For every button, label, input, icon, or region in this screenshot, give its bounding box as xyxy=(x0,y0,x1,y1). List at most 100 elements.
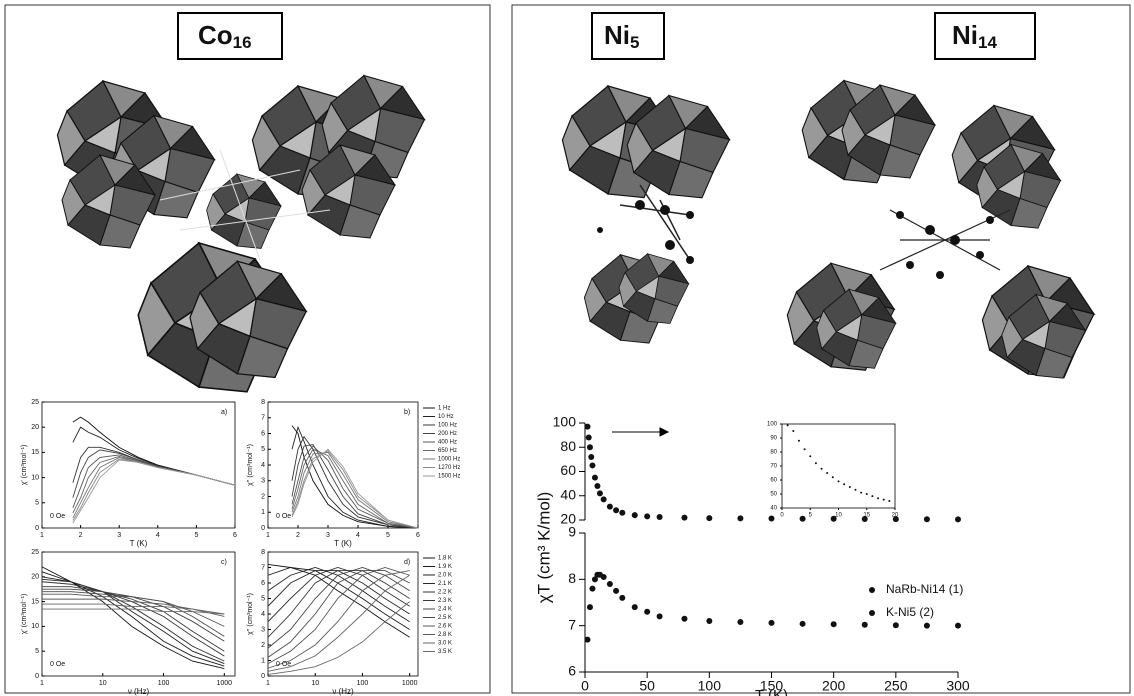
y-tick-label: 7 xyxy=(261,564,265,571)
data-point xyxy=(843,483,845,485)
y-tick-label: 5 xyxy=(35,500,39,507)
data-point xyxy=(589,462,595,468)
panel-label: c) xyxy=(221,559,227,566)
inset-frame xyxy=(782,424,895,508)
x-tick-label: 250 xyxy=(884,678,908,694)
series-line xyxy=(268,571,410,638)
y-tick-label: 0 xyxy=(261,673,265,680)
y-axis-label: χ' (cm³mol⁻¹) xyxy=(21,594,28,635)
data-point xyxy=(737,515,743,521)
data-point xyxy=(924,516,930,522)
x-tick-label: 1 xyxy=(40,680,44,687)
data-point xyxy=(657,514,663,520)
y-tick-label: 7 xyxy=(261,415,265,422)
x-tick-label: 3 xyxy=(326,532,330,539)
y-tick-label: 60 xyxy=(560,462,576,478)
series-line xyxy=(292,445,418,528)
data-point xyxy=(586,435,592,441)
data-point xyxy=(706,618,712,624)
data-point xyxy=(587,444,593,450)
legend-label: 1000 Hz xyxy=(438,457,460,463)
y-tick-label: 10 xyxy=(31,623,39,630)
inset-arrow xyxy=(612,428,668,436)
x-tick-label: 100 xyxy=(698,678,722,694)
x-tick-label: 1000 xyxy=(217,680,233,687)
data-point xyxy=(888,500,890,502)
y-tick-label: 25 xyxy=(31,399,39,406)
data-point xyxy=(619,510,625,516)
y-tick-label: 5 xyxy=(261,446,265,453)
legend-label: 2.8 K xyxy=(438,632,452,638)
y-tick-label: 9 xyxy=(568,524,576,540)
data-point xyxy=(601,496,607,502)
x-tick-label: 10 xyxy=(311,680,319,687)
x-tick-label: 6 xyxy=(416,532,420,539)
y-tick-label: 7 xyxy=(568,616,576,632)
y-tick-label: 2 xyxy=(261,493,265,500)
panel-label: a) xyxy=(221,409,227,416)
y-tick-label: 0 xyxy=(35,525,39,532)
data-point xyxy=(831,621,837,627)
plot-frame xyxy=(42,402,235,528)
data-point xyxy=(607,581,613,587)
data-point xyxy=(644,513,650,519)
legend-label: 1270 Hz xyxy=(438,465,460,471)
y-tick-label: 80 xyxy=(770,450,777,456)
y-tick-label: 90 xyxy=(770,436,777,442)
x-tick-label: 2 xyxy=(79,532,83,539)
data-point xyxy=(826,472,828,474)
y-tick-label: 10 xyxy=(31,474,39,481)
y-tick-label: 0 xyxy=(261,525,265,532)
y-tick-label: 4 xyxy=(261,611,265,618)
data-point xyxy=(592,475,598,481)
x-tick-label: 1 xyxy=(266,532,270,539)
data-point xyxy=(587,604,593,610)
legend-label: 400 Hz xyxy=(438,440,457,446)
data-point xyxy=(804,448,806,450)
series-line xyxy=(292,449,418,528)
annotation: 0 Oe xyxy=(276,513,291,520)
y-tick-label: 8 xyxy=(568,570,576,586)
data-point xyxy=(883,499,885,501)
data-point xyxy=(893,622,899,628)
y-tick-label: 25 xyxy=(31,549,39,556)
data-point xyxy=(924,623,930,629)
legend-label: 1.9 K xyxy=(438,564,452,570)
y-tick-label: 15 xyxy=(31,449,39,456)
data-point xyxy=(866,493,868,495)
subscript: 16 xyxy=(233,33,252,52)
x-tick-label: 15 xyxy=(863,513,870,519)
x-tick-label: 1 xyxy=(266,680,270,687)
x-tick-label: 1000 xyxy=(402,680,418,687)
page: Co16 Ni5 Ni14 0510152025123456T (K)χ' (c… xyxy=(0,0,1134,696)
y-tick-label: 20 xyxy=(31,574,39,581)
x-tick-label: 300 xyxy=(946,678,970,694)
legend-label: 650 Hz xyxy=(438,448,457,454)
x-tick-label: 10 xyxy=(99,680,107,687)
data-point xyxy=(792,430,794,432)
data-point xyxy=(955,516,961,522)
symbol: Ni xyxy=(952,20,978,50)
data-point xyxy=(800,516,806,522)
y-tick-label: 1 xyxy=(261,509,265,516)
plot-frame xyxy=(42,552,235,676)
y-tick-label: 6 xyxy=(261,430,265,437)
x-tick-label: 200 xyxy=(822,678,846,694)
y-axis-label: χ'' (cm³mol⁻¹) xyxy=(247,593,254,635)
data-point xyxy=(800,621,806,627)
series-line xyxy=(42,577,224,664)
x-tick-label: 50 xyxy=(639,678,655,694)
data-point xyxy=(589,586,595,592)
y-tick-label: 100 xyxy=(553,414,577,430)
x-tick-label: 4 xyxy=(356,532,360,539)
symbol: Co xyxy=(198,20,233,50)
y-tick-label: 80 xyxy=(560,438,576,454)
data-point xyxy=(955,623,961,629)
panel-label: d) xyxy=(404,559,410,566)
legend-label: 2.1 K xyxy=(438,581,452,587)
legend-label: 2.0 K xyxy=(438,573,452,579)
y-tick-label: 70 xyxy=(770,464,777,470)
data-point xyxy=(657,613,663,619)
x-axis-label: ν (Hz) xyxy=(128,687,150,696)
series-line xyxy=(292,427,418,528)
